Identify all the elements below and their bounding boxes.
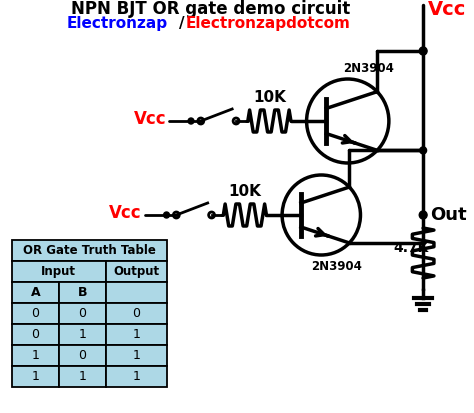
FancyBboxPatch shape [59,282,106,303]
Text: 0: 0 [31,328,39,341]
Text: Vcc: Vcc [109,204,142,222]
FancyBboxPatch shape [12,345,59,366]
Text: /: / [179,16,185,31]
FancyBboxPatch shape [12,324,59,345]
Circle shape [164,212,170,218]
FancyBboxPatch shape [59,303,106,324]
Text: 10K: 10K [228,184,261,199]
Text: 2N3904: 2N3904 [311,260,362,273]
Circle shape [419,211,427,219]
Text: Out: Out [430,206,466,224]
Text: 1: 1 [132,349,140,362]
Text: OR Gate Truth Table: OR Gate Truth Table [23,244,155,257]
FancyBboxPatch shape [12,366,59,387]
Text: 1: 1 [31,370,39,383]
FancyBboxPatch shape [59,345,106,366]
FancyBboxPatch shape [59,324,106,345]
FancyBboxPatch shape [106,282,166,303]
Text: Vcc: Vcc [134,110,166,128]
Text: B: B [78,286,87,299]
FancyBboxPatch shape [12,240,166,261]
Text: 10K: 10K [253,90,286,105]
Text: Input: Input [41,265,76,278]
FancyBboxPatch shape [106,345,166,366]
FancyBboxPatch shape [12,303,59,324]
FancyBboxPatch shape [106,324,166,345]
FancyBboxPatch shape [59,366,106,387]
Text: NPN BJT OR gate demo circuit: NPN BJT OR gate demo circuit [71,0,350,18]
Circle shape [188,118,194,124]
Text: 0: 0 [132,307,140,320]
Circle shape [420,147,427,154]
Text: 1: 1 [78,370,86,383]
Text: 1: 1 [132,328,140,341]
Text: A: A [30,286,40,299]
FancyBboxPatch shape [12,282,59,303]
Text: 0: 0 [78,307,86,320]
Text: 2N3904: 2N3904 [343,62,394,75]
Text: Output: Output [113,265,159,278]
Text: 1: 1 [132,370,140,383]
Text: 1: 1 [31,349,39,362]
FancyBboxPatch shape [12,261,106,282]
Text: 1: 1 [78,328,86,341]
Text: Electronzap: Electronzap [67,16,168,31]
Text: 0: 0 [31,307,39,320]
Text: 0: 0 [78,349,86,362]
Text: 4.7K: 4.7K [394,241,429,255]
Text: Electronzapdotcom: Electronzapdotcom [185,16,350,31]
FancyBboxPatch shape [106,261,166,282]
Text: Vcc: Vcc [428,0,466,19]
FancyBboxPatch shape [106,303,166,324]
FancyBboxPatch shape [106,366,166,387]
Circle shape [419,47,427,55]
